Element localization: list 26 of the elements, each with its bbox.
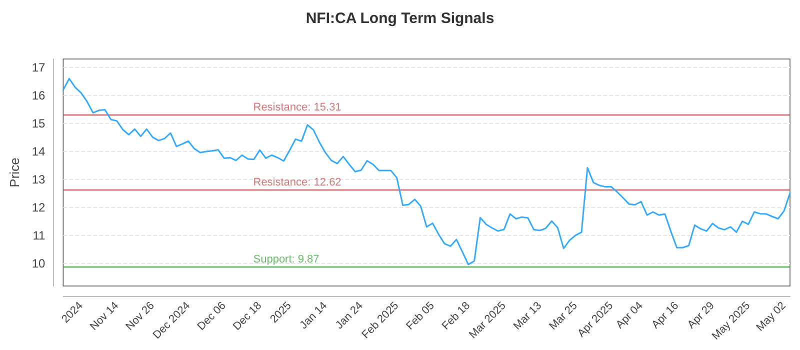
y-tick-label: 10	[32, 256, 46, 271]
x-tick-label: May 02	[754, 300, 788, 334]
x-tick-label: Jan 14	[298, 300, 330, 332]
x-tick-label: Feb 05	[404, 300, 437, 332]
x-tick-label: Nov 14	[88, 300, 122, 333]
x-tick-label: Apr 16	[650, 300, 682, 332]
y-tick-label: 15	[32, 116, 46, 130]
x-tick-label: Dec 18	[230, 300, 264, 333]
line-series	[62, 78, 791, 266]
x-tick-label: Dec 06	[195, 300, 228, 333]
y-tick-label: 12	[32, 200, 46, 215]
y-tick-label: 17	[32, 60, 46, 74]
ref-line-label: Resistance: 15.31	[253, 101, 342, 114]
x-tick-label: Apr 04	[614, 300, 646, 332]
x-tick-label: Mar 25	[547, 300, 580, 332]
y-tick-label: 11	[32, 228, 46, 243]
x-tick-label: Apr 29	[685, 300, 717, 332]
ref-line-label: Support: 9.87	[253, 254, 320, 266]
chart-title: NFI:CA Long Term Signals	[306, 10, 494, 27]
y-tick-label: 13	[32, 172, 46, 187]
y-tick-label: 14	[32, 144, 46, 158]
ref-line-label: Resistance: 12.62	[253, 176, 342, 189]
y-axis-title: Price	[7, 158, 22, 188]
y-tick-label: 16	[32, 88, 46, 102]
x-tick-label: Feb 18	[440, 300, 473, 332]
x-tick-label: Mar 13	[511, 300, 544, 332]
